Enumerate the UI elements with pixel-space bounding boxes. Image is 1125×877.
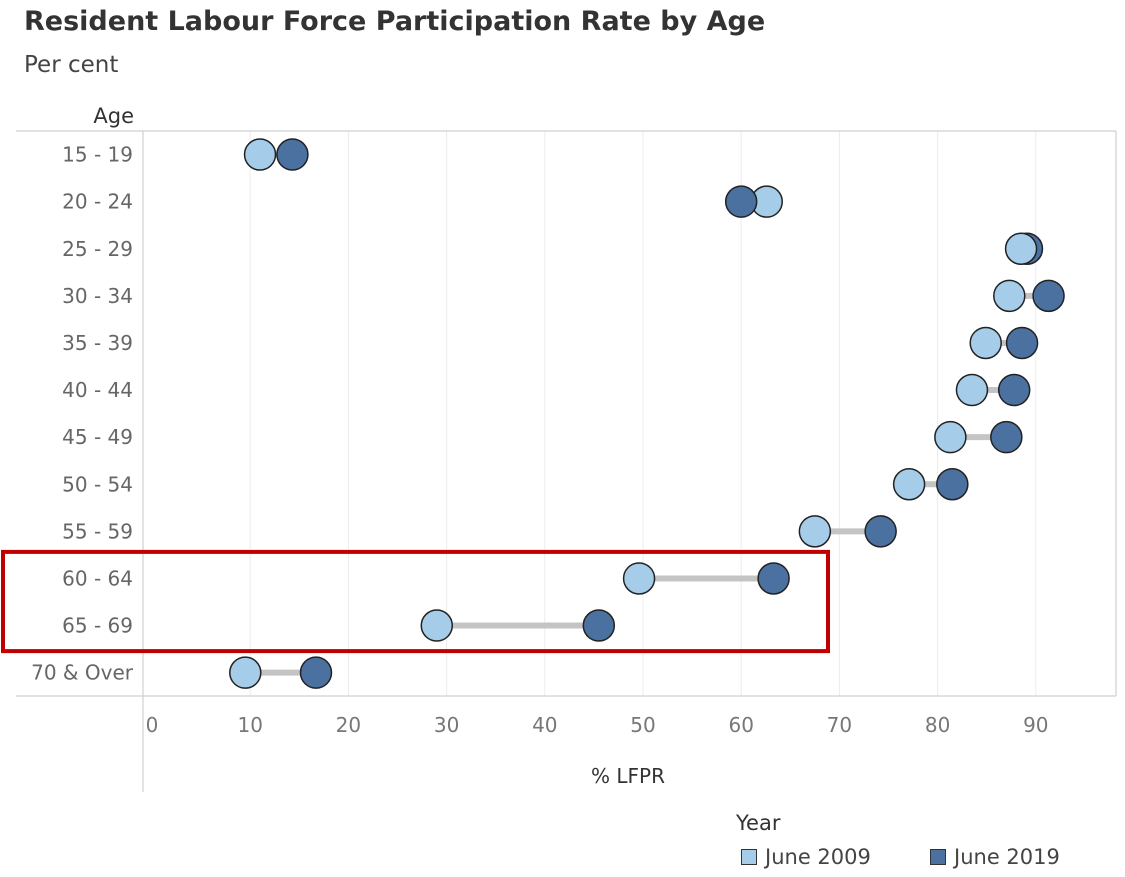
point-june-2019-50-54[interactable] xyxy=(936,468,969,501)
x-tick-label-20: 20 xyxy=(336,713,361,737)
y-tick-label-60-64: 60 - 64 xyxy=(62,566,133,590)
point-june-2009-15-19[interactable] xyxy=(243,138,277,171)
x-tick-label-70: 70 xyxy=(827,713,852,737)
legend-item-june-2019[interactable]: June 2019 xyxy=(930,845,1060,869)
point-june-2019-60-64[interactable] xyxy=(757,562,790,595)
x-tick-label-40: 40 xyxy=(532,713,557,737)
y-tick-label-65-69: 65 - 69 xyxy=(62,614,133,638)
point-june-2009-40-44[interactable] xyxy=(955,373,989,407)
highlight-box-60-69 xyxy=(1,549,830,654)
legend-title: Year xyxy=(736,811,781,835)
y-tick-label-55-59: 55 - 59 xyxy=(62,519,133,543)
point-june-2019-45-49[interactable] xyxy=(990,420,1023,454)
x-tick-label-10: 10 xyxy=(237,713,262,737)
y-tick-label-40-44: 40 - 44 xyxy=(62,378,133,402)
y-tick-label-45-49: 45 - 49 xyxy=(62,425,133,449)
x-axis-title: % LFPR xyxy=(591,764,665,788)
point-june-2019-35-39[interactable] xyxy=(1005,326,1039,360)
legend-label-june-2009: June 2009 xyxy=(765,845,871,869)
x-tick-label-80: 80 xyxy=(925,713,950,737)
x-tick-label-30: 30 xyxy=(434,713,459,737)
x-tick-label-90: 90 xyxy=(1023,713,1048,737)
x-tick-label-60: 60 xyxy=(728,713,753,737)
x-tick-label-0: 0 xyxy=(146,713,159,737)
point-june-2019-20-24[interactable] xyxy=(724,185,758,218)
point-june-2009-70-and-over[interactable] xyxy=(229,656,262,689)
y-axis-header: Age xyxy=(93,104,134,128)
y-tick-label-15-19: 15 - 19 xyxy=(62,143,133,167)
point-june-2009-50-54[interactable] xyxy=(892,468,926,501)
point-june-2019-30-34[interactable] xyxy=(1032,279,1065,313)
y-tick-label-50-54: 50 - 54 xyxy=(62,472,133,496)
point-june-2009-30-34[interactable] xyxy=(993,279,1026,313)
point-june-2019-65-69[interactable] xyxy=(582,609,616,642)
chart-subtitle: Per cent xyxy=(24,52,119,78)
point-june-2019-40-44[interactable] xyxy=(997,373,1031,407)
y-tick-label-20-24: 20 - 24 xyxy=(62,190,133,214)
point-june-2019-70-and-over[interactable] xyxy=(299,656,333,689)
point-june-2009-55-59[interactable] xyxy=(798,515,832,548)
point-june-2009-25-29[interactable] xyxy=(1004,232,1038,265)
chart-title: Resident Labour Force Participation Rate… xyxy=(24,6,766,37)
point-june-2009-35-39[interactable] xyxy=(969,326,1002,360)
point-june-2019-15-19[interactable] xyxy=(276,138,309,171)
y-tick-label-25-29: 25 - 29 xyxy=(62,237,133,261)
legend-label-june-2019: June 2019 xyxy=(954,845,1060,869)
point-june-2009-65-69[interactable] xyxy=(420,609,454,642)
y-tick-label-35-39: 35 - 39 xyxy=(62,331,133,355)
legend-swatch-june-2009 xyxy=(741,849,757,865)
y-tick-label-30-34: 30 - 34 xyxy=(62,284,133,308)
legend-item-june-2009[interactable]: June 2009 xyxy=(741,845,871,869)
point-june-2019-55-59[interactable] xyxy=(864,515,897,548)
point-june-2009-45-49[interactable] xyxy=(934,420,967,454)
point-june-2009-60-64[interactable] xyxy=(622,562,656,595)
x-tick-label-50: 50 xyxy=(630,713,655,737)
legend-swatch-june-2019 xyxy=(930,849,946,865)
y-tick-label-70-and-over: 70 & Over xyxy=(31,661,134,685)
